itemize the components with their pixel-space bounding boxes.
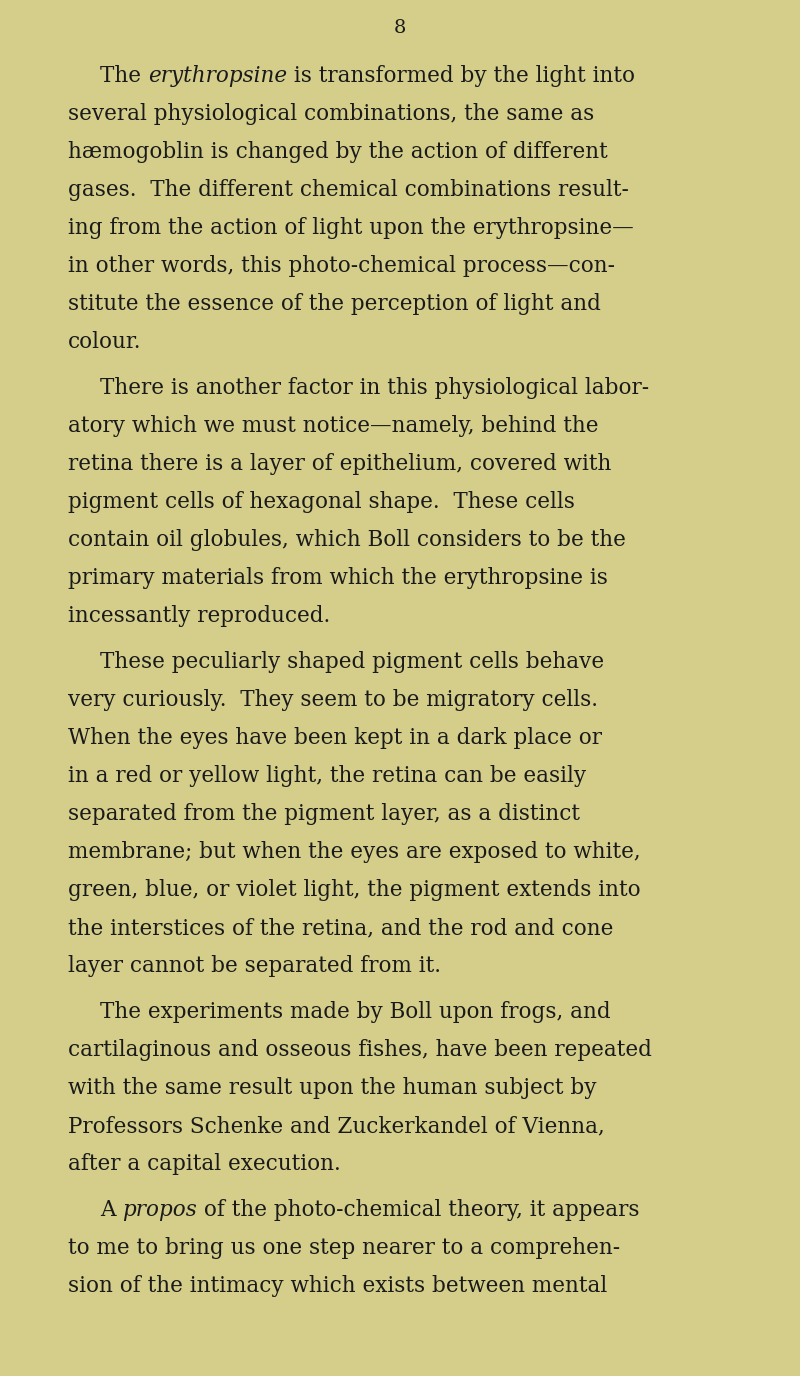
Text: Professors Schenke and Zuckerkandel of Vienna,: Professors Schenke and Zuckerkandel of V… bbox=[68, 1115, 605, 1137]
Text: of the photo-chemical theory, it appears: of the photo-chemical theory, it appears bbox=[197, 1198, 640, 1221]
Text: in a red or yellow light, the retina can be easily: in a red or yellow light, the retina can… bbox=[68, 765, 586, 787]
Text: membrane; but when the eyes are exposed to white,: membrane; but when the eyes are exposed … bbox=[68, 841, 641, 863]
Text: several physiological combinations, the same as: several physiological combinations, the … bbox=[68, 103, 594, 125]
Text: colour.: colour. bbox=[68, 332, 142, 354]
Text: contain oil globules, which Boll considers to be the: contain oil globules, which Boll conside… bbox=[68, 528, 626, 550]
Text: cartilaginous and osseous fishes, have been repeated: cartilaginous and osseous fishes, have b… bbox=[68, 1039, 652, 1061]
Text: 8: 8 bbox=[394, 19, 406, 37]
Text: with the same result upon the human subject by: with the same result upon the human subj… bbox=[68, 1077, 597, 1099]
Text: sion of the intimacy which exists between mental: sion of the intimacy which exists betwee… bbox=[68, 1276, 607, 1298]
Text: in other words, this photo-chemical process—con-: in other words, this photo-chemical proc… bbox=[68, 255, 615, 277]
Text: primary materials from which the erythropsine is: primary materials from which the erythro… bbox=[68, 567, 608, 589]
Text: erythropsine: erythropsine bbox=[148, 65, 287, 87]
Text: ing from the action of light upon the erythropsine—: ing from the action of light upon the er… bbox=[68, 217, 634, 239]
Text: gases.  The different chemical combinations result-: gases. The different chemical combinatio… bbox=[68, 179, 629, 201]
Text: after a capital execution.: after a capital execution. bbox=[68, 1153, 341, 1175]
Text: The: The bbox=[100, 65, 148, 87]
Text: green, blue, or violet light, the pigment extends into: green, blue, or violet light, the pigmen… bbox=[68, 879, 641, 901]
Text: hæmogoblin is changed by the action of different: hæmogoblin is changed by the action of d… bbox=[68, 140, 608, 162]
Text: These peculiarly shaped pigment cells behave: These peculiarly shaped pigment cells be… bbox=[100, 651, 604, 673]
Text: incessantly reproduced.: incessantly reproduced. bbox=[68, 605, 330, 627]
Text: pigment cells of hexagonal shape.  These cells: pigment cells of hexagonal shape. These … bbox=[68, 491, 575, 513]
Text: is transformed by the light into: is transformed by the light into bbox=[287, 65, 635, 87]
Text: There is another factor in this physiological labor-: There is another factor in this physiolo… bbox=[100, 377, 649, 399]
Text: stitute the essence of the perception of light and: stitute the essence of the perception of… bbox=[68, 293, 601, 315]
Text: retina there is a layer of epithelium, covered with: retina there is a layer of epithelium, c… bbox=[68, 453, 611, 475]
Text: atory which we must notice—namely, behind the: atory which we must notice—namely, behin… bbox=[68, 416, 598, 438]
Text: layer cannot be separated from it.: layer cannot be separated from it. bbox=[68, 955, 441, 977]
Text: the interstices of the retina, and the rod and cone: the interstices of the retina, and the r… bbox=[68, 916, 614, 938]
Text: separated from the pigment layer, as a distinct: separated from the pigment layer, as a d… bbox=[68, 804, 580, 826]
Text: propos: propos bbox=[122, 1198, 197, 1221]
Text: very curiously.  They seem to be migratory cells.: very curiously. They seem to be migrator… bbox=[68, 689, 598, 711]
Text: A: A bbox=[100, 1198, 122, 1221]
Text: When the eyes have been kept in a dark place or: When the eyes have been kept in a dark p… bbox=[68, 727, 602, 749]
Text: to me to bring us one step nearer to a comprehen-: to me to bring us one step nearer to a c… bbox=[68, 1237, 620, 1259]
Text: The experiments made by Boll upon frogs, and: The experiments made by Boll upon frogs,… bbox=[100, 1000, 610, 1022]
